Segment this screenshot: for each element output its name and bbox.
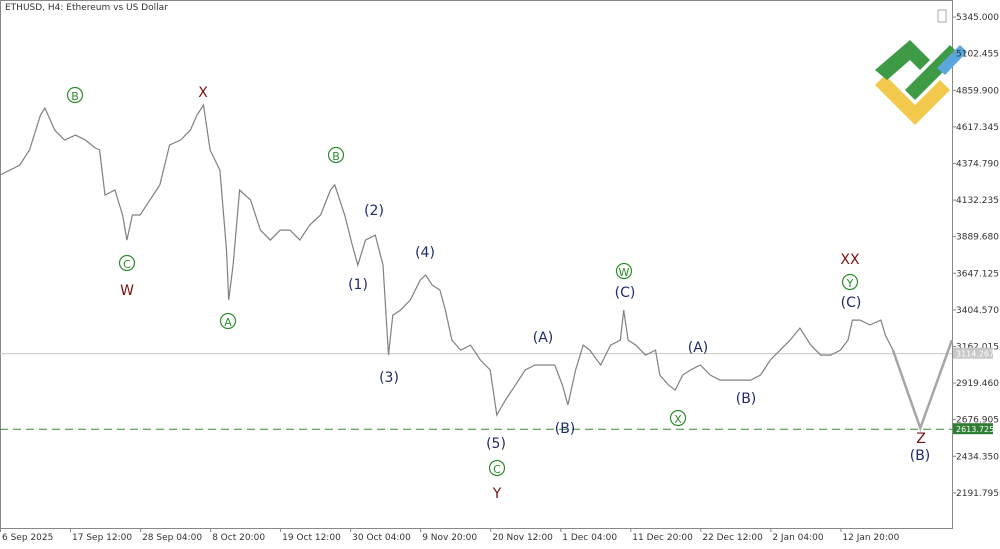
wave-label: C xyxy=(493,463,501,476)
wave-label: (3) xyxy=(379,370,399,386)
wave-label: Y xyxy=(846,277,854,290)
chart-title: ETHUSD, H4: Ethereum vs US Dollar xyxy=(5,3,168,13)
y-tick-label: 5102.455 xyxy=(956,50,999,60)
y-tick-label: 2919.460 xyxy=(956,379,999,389)
y-tick-label: 2191.795 xyxy=(956,489,999,499)
wave-label: (2) xyxy=(364,203,384,219)
y-tick-label: 3647.125 xyxy=(956,269,999,279)
x-tick-label: 6 Sep 2025 xyxy=(2,533,53,543)
wave-label: (A) xyxy=(688,340,709,356)
wave-label: (C) xyxy=(841,295,862,311)
wave-circle xyxy=(66,86,84,104)
wave-circle xyxy=(118,254,136,272)
wave-label: X xyxy=(198,85,208,101)
toolbar-icon[interactable] xyxy=(937,9,947,23)
wave-label: XX xyxy=(840,252,860,268)
forecast-line xyxy=(891,339,954,432)
level-label: 2613.725 xyxy=(956,425,994,434)
y-tick-label: 3889.680 xyxy=(956,233,999,243)
x-tick-label: 17 Sep 12:00 xyxy=(72,533,132,543)
x-tick-label: 30 Oct 04:00 xyxy=(352,533,411,543)
wave-circle xyxy=(669,409,687,427)
wave-circle xyxy=(219,312,237,330)
wave-label: W xyxy=(120,283,134,299)
y-tick-label: 4617.345 xyxy=(956,123,999,133)
wave-circle xyxy=(488,459,506,477)
level-tag xyxy=(953,423,993,435)
wave-label: (A) xyxy=(533,330,554,346)
logo xyxy=(875,40,967,125)
y-tick-label: 2676.905 xyxy=(956,416,999,426)
y-tick-label: 2434.350 xyxy=(956,452,999,462)
wave-label: (4) xyxy=(415,245,435,261)
wave-label: B xyxy=(332,150,340,163)
y-tick-label: 4132.235 xyxy=(956,196,999,206)
y-tick-label: 3162.015 xyxy=(956,342,999,352)
x-tick-label: 1 Dec 04:00 xyxy=(562,533,617,543)
x-tick-label: 28 Sep 04:00 xyxy=(142,533,202,543)
x-tick-label: 12 Jan 20:00 xyxy=(842,533,899,543)
wave-label: (B) xyxy=(736,391,757,407)
y-tick-label: 4374.790 xyxy=(956,159,999,169)
y-tick-label: 3404.570 xyxy=(956,306,999,316)
wave-circle xyxy=(327,146,345,164)
wave-label: C xyxy=(123,258,131,271)
x-tick-label: 9 Nov 20:00 xyxy=(422,533,477,543)
price-label: 3114.267 xyxy=(956,350,994,359)
x-tick-label: 20 Nov 12:00 xyxy=(492,533,553,543)
x-tick-label: 22 Dec 12:00 xyxy=(702,533,763,543)
price-tag xyxy=(953,347,993,359)
x-tick-label: 19 Oct 12:00 xyxy=(282,533,341,543)
x-tick-label: 11 Dec 20:00 xyxy=(632,533,693,543)
wave-label: X xyxy=(674,413,682,426)
wave-label: (B) xyxy=(910,448,931,464)
wave-circle xyxy=(841,273,859,291)
wave-label: A xyxy=(224,316,232,329)
wave-label: Y xyxy=(492,486,502,502)
x-tick-label: 2 Jan 04:00 xyxy=(772,533,824,543)
wave-circle xyxy=(615,262,633,280)
wave-label: (C) xyxy=(615,285,636,301)
price-line xyxy=(0,103,894,417)
y-tick-label: 5345.000 xyxy=(956,13,999,23)
wave-label: (1) xyxy=(348,277,368,293)
plot-frame xyxy=(0,0,953,529)
x-tick-label: 8 Oct 20:00 xyxy=(212,533,265,543)
wave-label: W xyxy=(619,266,630,279)
wave-label: B xyxy=(71,90,79,103)
wave-label: Z xyxy=(916,431,926,447)
wave-label: (B) xyxy=(555,421,576,437)
wave-label: (5) xyxy=(486,436,506,452)
y-tick-label: 4859.900 xyxy=(956,86,999,96)
